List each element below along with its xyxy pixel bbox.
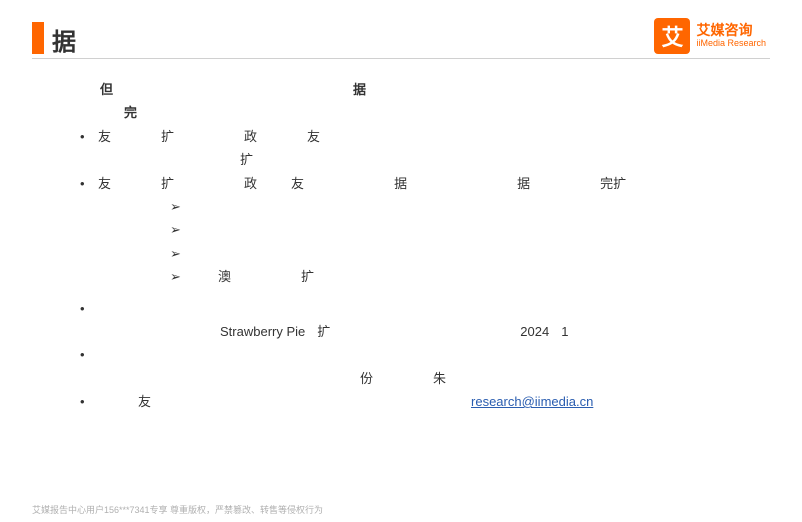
sub-row-4: ➢ 澳 扩: [60, 265, 762, 288]
bullet-row-5: • 友 research@iimedia.cn: [60, 390, 762, 413]
title-underline: [32, 58, 770, 59]
heading-row-2: 完: [60, 101, 762, 124]
title-accent-bar: [32, 22, 44, 54]
brand-logo-text: 艾媒咨询 iiMedia Research: [696, 23, 766, 48]
arrow-icon: ➢: [170, 195, 188, 218]
contact-email-link[interactable]: research@iimedia.cn: [471, 390, 593, 413]
page-title: 据: [52, 22, 76, 57]
text-b2f: 据: [517, 172, 530, 195]
text-b2b: 扩: [161, 172, 174, 195]
text-b2e: 据: [394, 172, 407, 195]
bullet-dot-icon: •: [80, 172, 98, 195]
text-s4b: 扩: [301, 265, 314, 288]
bullet-row-3b: Strawberry Pie 扩 2024 1: [60, 320, 762, 343]
bullet-row-1: • 友 扩 政 友: [60, 125, 762, 148]
bullet-row-3a: •: [60, 297, 762, 320]
bullet-row-4b: 份 朱: [60, 367, 762, 390]
brand-name-cn: 艾媒咨询: [696, 23, 766, 38]
sub-row-1: ➢: [60, 195, 762, 218]
text-b3d: 1: [561, 320, 568, 343]
page: 据 艾 艾媒咨询 iiMedia Research 但 据 完 • 友 扩 政 …: [0, 0, 802, 522]
text-b1c: 政: [244, 125, 257, 148]
text-b1d: 友: [307, 125, 320, 148]
bullet-dot-icon: •: [80, 390, 98, 413]
arrow-icon: ➢: [170, 242, 188, 265]
heading-word-1b: 据: [353, 78, 366, 101]
text-b3a: Strawberry Pie: [220, 320, 305, 343]
text-b2d: 友: [291, 172, 304, 195]
heading-word-1a: 但: [100, 78, 113, 101]
text-b2g: 完扩: [600, 172, 626, 195]
arrow-icon: ➢: [170, 265, 188, 288]
text-b5a: 友: [138, 390, 151, 413]
bullet-row-4a: •: [60, 343, 762, 366]
text-b3c: 2024: [520, 320, 549, 343]
bullet-dot-icon: •: [80, 125, 98, 148]
text-b2c: 政: [244, 172, 257, 195]
bullet-dot-icon: •: [80, 297, 98, 320]
text-b1a: 友: [98, 125, 111, 148]
content-body: 但 据 完 • 友 扩 政 友 扩 • 友 扩 政: [60, 78, 762, 482]
arrow-icon: ➢: [170, 218, 188, 241]
bullet-dot-icon: •: [80, 343, 98, 366]
text-b4b: 朱: [433, 367, 446, 390]
text-b3b: 扩: [317, 320, 330, 343]
sub-row-2: ➢: [60, 218, 762, 241]
text-b1b: 扩: [161, 125, 174, 148]
bullet-row-2: • 友 扩 政 友 据 据 完扩: [60, 172, 762, 195]
footer-copyright: 艾媒报告中心用户156***7341专享 尊重版权，严禁篡改、转售等侵权行为: [32, 503, 323, 516]
bullet-row-1b: 扩: [60, 148, 762, 171]
sub-row-3: ➢: [60, 242, 762, 265]
brand-logo: 艾 艾媒咨询 iiMedia Research: [654, 18, 766, 54]
text-b2a: 友: [98, 172, 111, 195]
heading-word-2: 完: [124, 101, 137, 124]
text-b1b2: 扩: [240, 148, 253, 171]
heading-row-1: 但 据: [60, 78, 762, 101]
brand-logo-icon: 艾: [654, 18, 690, 54]
brand-name-en: iiMedia Research: [696, 39, 766, 49]
text-b4a: 份: [360, 367, 373, 390]
text-s4a: 澳: [218, 265, 231, 288]
